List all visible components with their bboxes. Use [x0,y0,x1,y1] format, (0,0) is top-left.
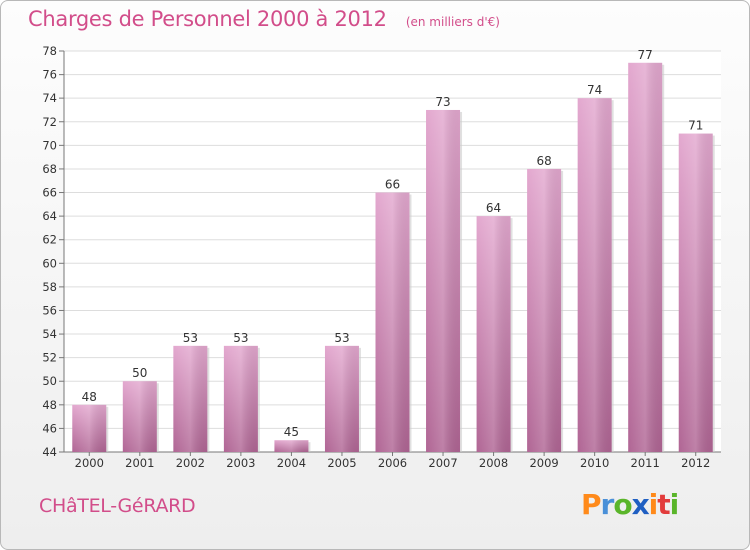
y-tick-label: 56 [42,303,57,317]
y-tick-label: 70 [42,138,57,152]
y-tick-label: 74 [42,91,57,105]
x-tick-label: 2007 [428,456,457,470]
bar-value-label: 71 [688,119,703,133]
x-tick-label: 2001 [125,456,154,470]
bar-value-label: 74 [587,83,602,97]
commune-name: CHâTEL-GéRARD [39,495,196,517]
y-tick-label: 66 [42,186,57,200]
bar-shine [476,216,511,452]
bar-shine [678,133,713,452]
chart-title: Charges de Personnel 2000 à 2012 [28,7,387,31]
x-tick-label: 2002 [176,456,205,470]
y-tick-label: 58 [42,280,57,294]
bar-value-label: 50 [132,366,147,380]
bar-shine [122,381,157,452]
y-tick-label: 76 [42,68,57,82]
y-tick-label: 52 [42,351,57,365]
y-tick-label: 48 [42,398,57,412]
x-tick-label: 2008 [479,456,508,470]
y-tick-label: 64 [42,209,57,223]
bar-value-label: 77 [638,48,653,62]
bar-value-label: 53 [183,331,198,345]
bar-shine [324,345,359,452]
y-tick-label: 62 [42,233,57,247]
x-tick-label: 2005 [327,456,356,470]
chart-subtitle: (en milliers d'€) [405,15,500,29]
bar-value-label: 73 [435,95,450,109]
x-tick-label: 2003 [226,456,255,470]
y-tick-label: 78 [42,44,57,58]
bar-shine [577,98,612,453]
bar-shine [72,404,107,452]
bar-shine [375,192,410,452]
y-tick-label: 72 [42,115,57,129]
bar-shine [527,168,562,453]
bar-value-label: 68 [536,154,551,168]
bar-shine [223,345,258,452]
x-tick-label: 2009 [529,456,558,470]
bar-value-label: 45 [284,425,299,439]
bar-shine [173,345,208,452]
x-tick-label: 2004 [277,456,306,470]
x-tick-label: 2000 [75,456,104,470]
x-tick-label: 2010 [580,456,609,470]
bar-shine [274,440,309,452]
x-tick-label: 2006 [378,456,407,470]
bar-shine [628,62,663,452]
bar-shine [426,109,461,453]
x-tick-label: 2011 [631,456,660,470]
bar-value-label: 53 [233,331,248,345]
bar-value-label: 53 [334,331,349,345]
bar-value-label: 64 [486,201,501,215]
x-tick-label: 2012 [681,456,710,470]
y-tick-label: 54 [42,327,57,341]
y-tick-label: 46 [42,421,57,435]
y-tick-label: 68 [42,162,57,176]
y-tick-label: 60 [42,256,57,270]
bar-value-label: 66 [385,178,400,192]
y-tick-label: 44 [42,445,57,459]
proxiti-logo: Proxiti [581,488,679,521]
bar-value-label: 48 [82,390,97,404]
title-row: Charges de Personnel 2000 à 2012 (en mil… [28,7,500,31]
y-tick-label: 50 [42,374,57,388]
